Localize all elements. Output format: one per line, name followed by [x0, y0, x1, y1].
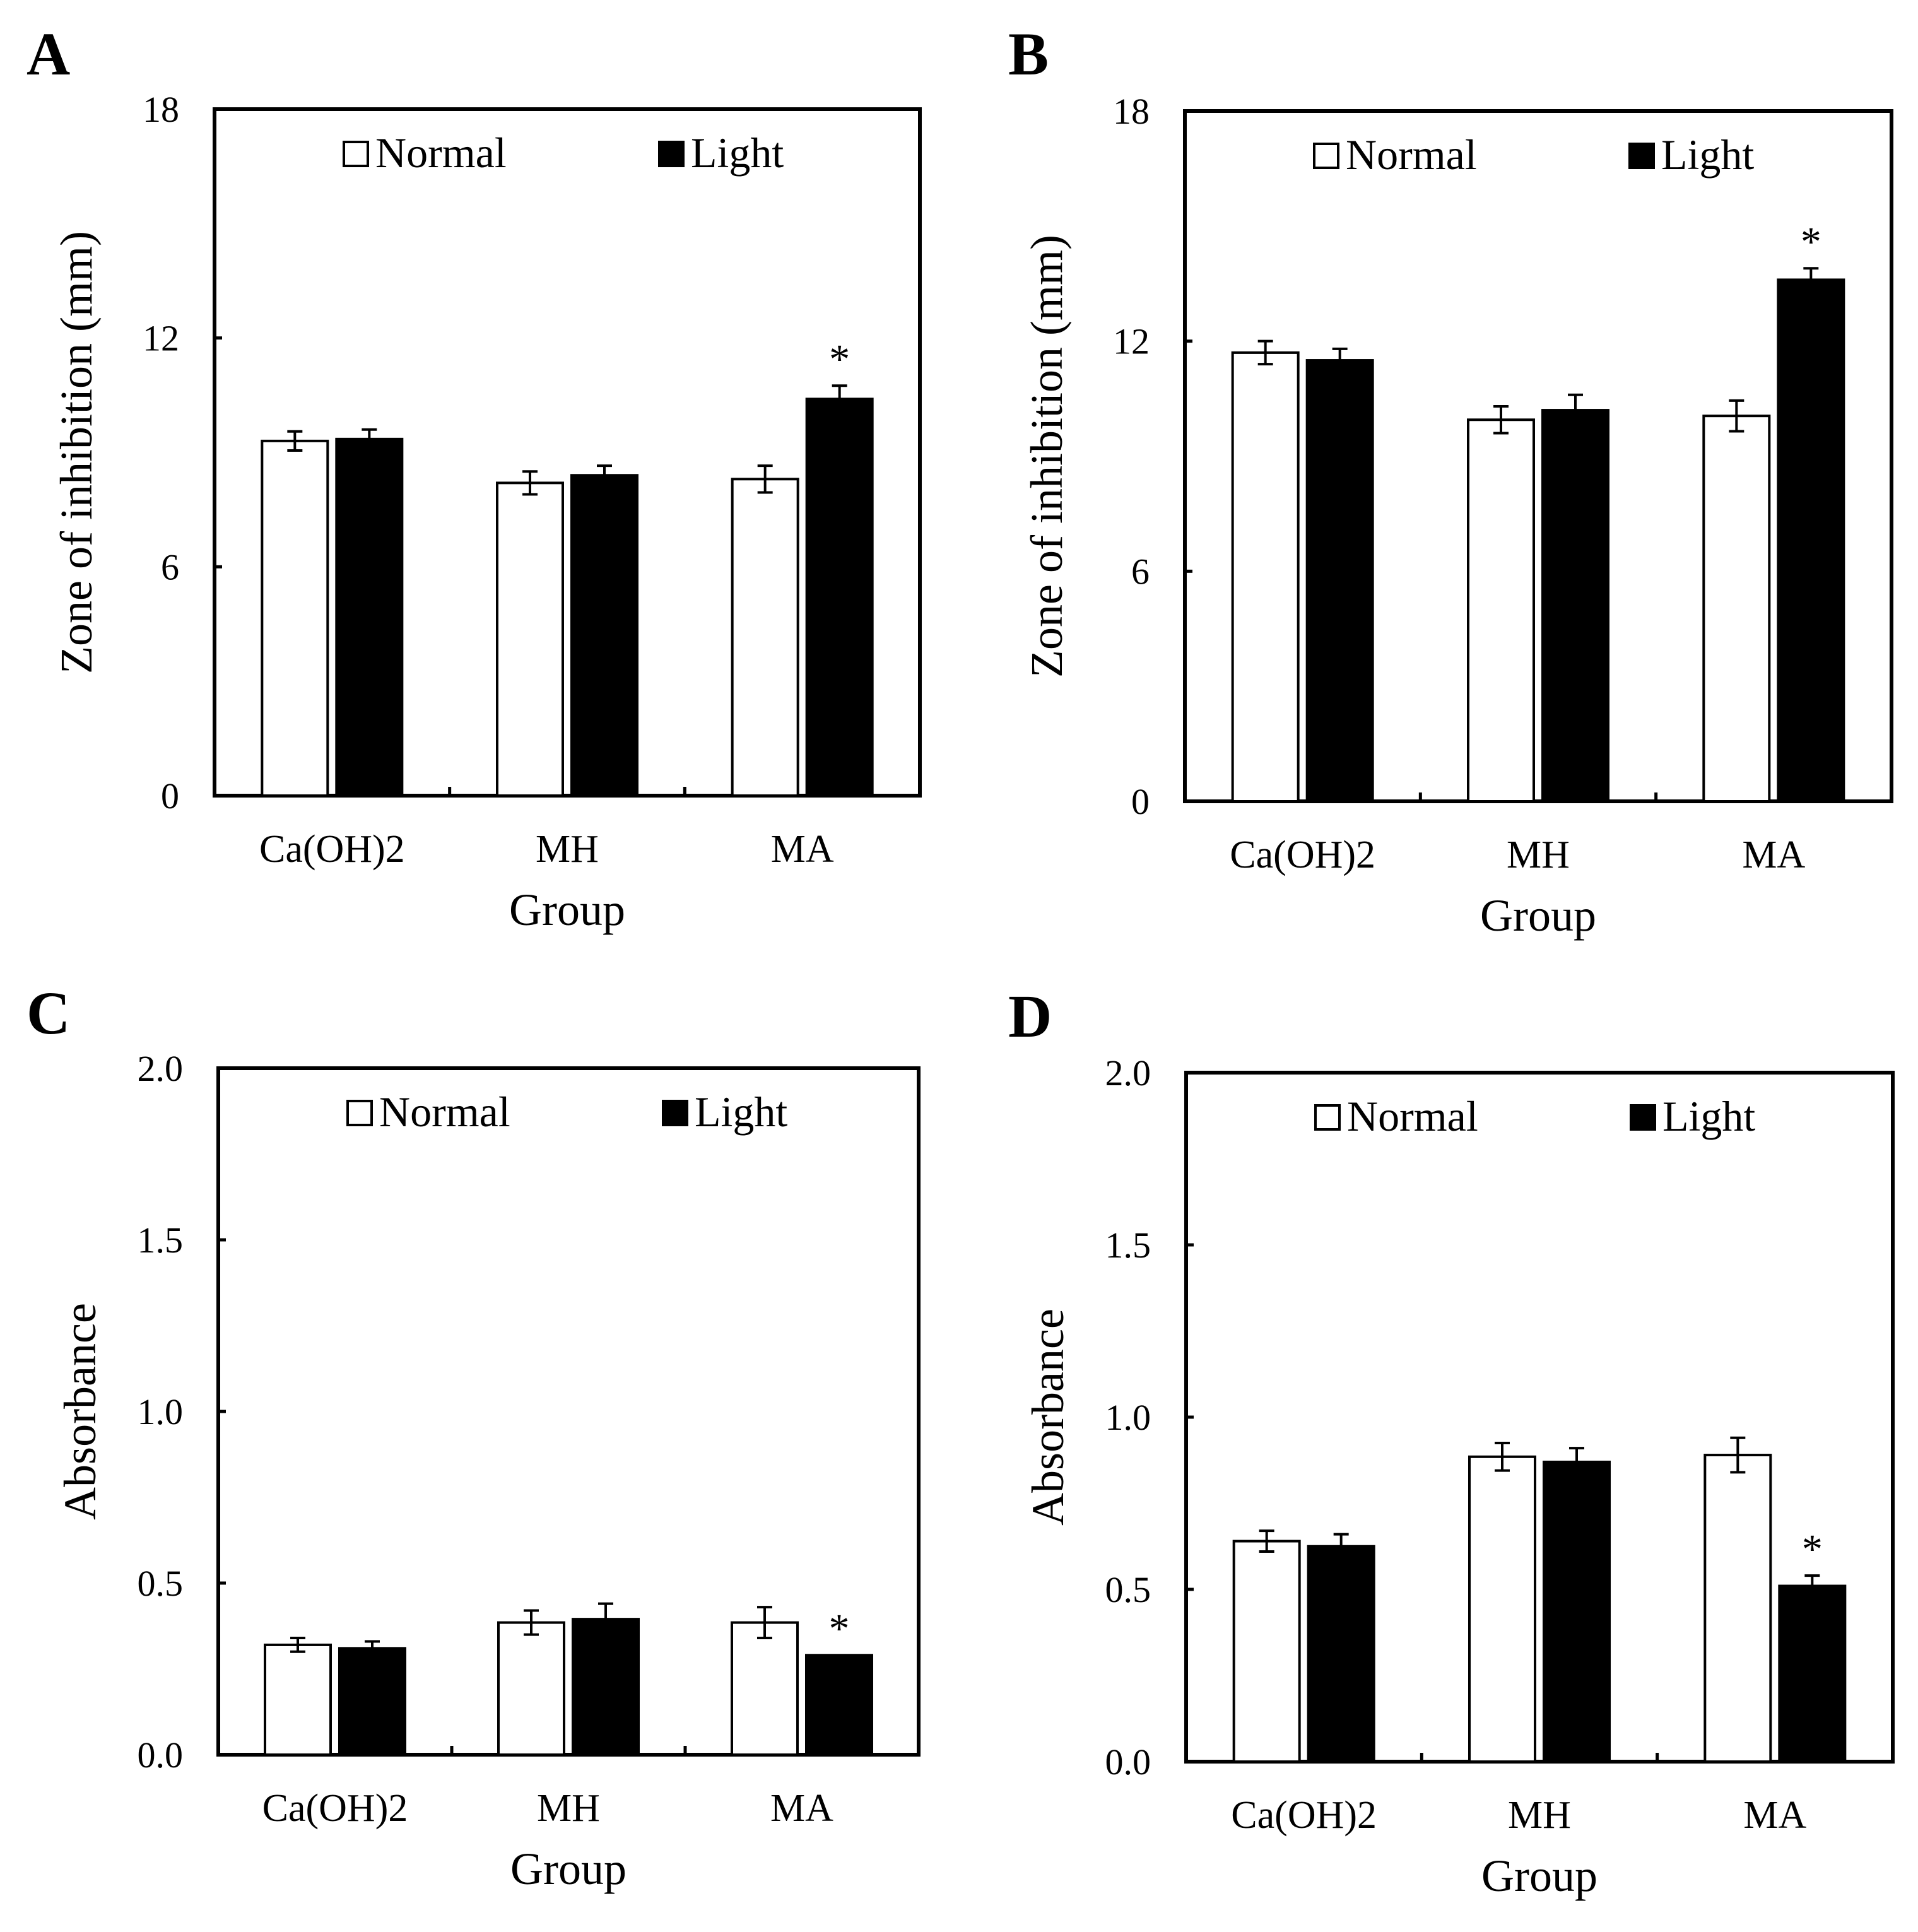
y-tick-label: 18: [143, 89, 179, 130]
legend-swatch-light: [662, 1100, 688, 1126]
legend-label-light: Light: [1661, 131, 1754, 179]
bar-normal-ma: [731, 1621, 799, 1757]
legend-swatch-normal: [343, 141, 369, 167]
x-tick-label: MA: [1743, 1794, 1806, 1837]
bar-light-ma: [805, 398, 874, 797]
plot-frame: [1183, 109, 1893, 803]
y-tick-label: 12: [143, 318, 179, 359]
bar-normal-ma: [731, 478, 799, 797]
y-tick-label: 2.0: [138, 1048, 184, 1089]
bar-normal-caoh2: [261, 439, 329, 797]
y-tick-label: 1.5: [1105, 1225, 1151, 1266]
x-tick-label: MH: [1508, 1794, 1571, 1837]
x-tick-label: MH: [536, 828, 599, 871]
chart-panel-a: A 0 6 12 18 Zone of inhibition (mm) Ca(OH)2 MH M…: [26, 20, 922, 935]
chart-panel-c: C 0.0 0.5 1.0 1.5 2.0 Absorbance Ca(OH)2 MH MA * Gr…: [26, 979, 921, 1894]
x-tick-label: Ca(OH)2: [262, 1787, 408, 1830]
legend-label-normal: Normal: [1346, 131, 1477, 179]
bar-normal-mh: [1467, 418, 1535, 803]
legend-label-normal: Normal: [1347, 1092, 1478, 1140]
y-tick-label: 0: [1131, 781, 1150, 822]
bar-light-caoh2: [335, 437, 404, 797]
x-tick-label: MH: [537, 1787, 600, 1830]
y-tick-label: 1.0: [1105, 1397, 1151, 1438]
bar-normal-ma: [1703, 1454, 1772, 1764]
panel-label: C: [26, 979, 70, 1047]
significance-marker: *: [829, 1606, 850, 1652]
y-tick-label: 0.5: [1105, 1569, 1151, 1610]
x-tick-label: MH: [1507, 833, 1570, 876]
legend-swatch-light: [658, 141, 685, 167]
y-axis-title: Absorbance: [55, 1303, 105, 1520]
legend-label-normal: Normal: [375, 129, 507, 177]
bar-normal-mh: [496, 481, 564, 797]
x-tick-label: MA: [1742, 833, 1805, 876]
panel-label: D: [1008, 982, 1052, 1050]
panel-label: A: [26, 20, 70, 88]
bar-normal-caoh2: [1231, 351, 1300, 803]
bar-normal-caoh2: [264, 1643, 332, 1756]
legend-label-light: Light: [1662, 1092, 1755, 1140]
y-tick-label: 12: [1113, 321, 1150, 362]
significance-marker: *: [1802, 1526, 1823, 1572]
chart-panel-b: B 0 6 12 18 Zone of inhibition (mm) Ca(OH)2 MH M…: [1008, 20, 1893, 941]
y-tick-label: 0: [161, 775, 179, 816]
y-tick-label: 2.0: [1105, 1052, 1151, 1093]
x-axis-title: Group: [1481, 1851, 1597, 1901]
y-tick-label: 18: [1113, 91, 1150, 132]
bar-light-caoh2: [338, 1647, 406, 1757]
bar-light-caoh2: [1305, 359, 1374, 803]
legend-swatch-light: [1630, 1104, 1656, 1131]
bar-light-ma: [805, 1654, 873, 1756]
y-tick-label: 0.0: [1105, 1741, 1151, 1782]
y-tick-label: 0.5: [138, 1563, 184, 1604]
bar-normal-mh: [1468, 1455, 1536, 1764]
significance-marker: *: [1801, 219, 1821, 265]
bar-light-mh: [1543, 1460, 1611, 1763]
legend-label-light: Light: [691, 129, 784, 177]
y-tick-label: 6: [161, 546, 179, 587]
bar-light-caoh2: [1307, 1545, 1375, 1763]
x-axis-title: Group: [509, 885, 625, 935]
legend-swatch-normal: [1314, 1104, 1341, 1131]
y-axis-title: Zone of inhibition (mm): [1021, 235, 1072, 678]
legend-label-normal: Normal: [379, 1088, 510, 1136]
x-tick-label: Ca(OH)2: [1231, 1794, 1377, 1837]
x-tick-label: MA: [771, 828, 834, 871]
bar-light-mh: [572, 1618, 640, 1757]
legend-label-light: Light: [695, 1088, 787, 1136]
bar-light-ma: [1777, 278, 1845, 803]
bar-normal-mh: [497, 1621, 565, 1757]
panel-label: B: [1008, 20, 1049, 88]
bar-normal-ma: [1702, 415, 1771, 803]
bar-light-ma: [1778, 1584, 1847, 1764]
x-tick-label: MA: [770, 1787, 833, 1830]
significance-marker: *: [829, 336, 850, 382]
y-tick-label: 6: [1131, 551, 1150, 592]
y-tick-label: 1.5: [138, 1220, 184, 1261]
x-tick-label: Ca(OH)2: [259, 828, 405, 871]
y-tick-label: 1.0: [138, 1391, 184, 1432]
x-axis-title: Group: [1480, 890, 1596, 941]
bar-light-mh: [1541, 409, 1609, 803]
plot-frame: [213, 107, 922, 798]
legend-swatch-normal: [1313, 143, 1339, 169]
y-axis-title: Absorbance: [1023, 1309, 1073, 1526]
legend-swatch-light: [1628, 143, 1655, 169]
x-tick-label: Ca(OH)2: [1230, 833, 1375, 876]
chart-panel-d: D 0.0 0.5 1.0 1.5 2.0 Absorbance Ca(OH)2 MH MA * Gr…: [1008, 982, 1895, 1901]
x-axis-title: Group: [510, 1844, 627, 1894]
y-axis-title: Zone of inhibition (mm): [51, 231, 102, 674]
y-tick-label: 0.0: [138, 1735, 184, 1776]
bar-normal-caoh2: [1232, 1540, 1301, 1764]
bar-light-mh: [570, 474, 638, 797]
legend-swatch-normal: [346, 1100, 373, 1126]
